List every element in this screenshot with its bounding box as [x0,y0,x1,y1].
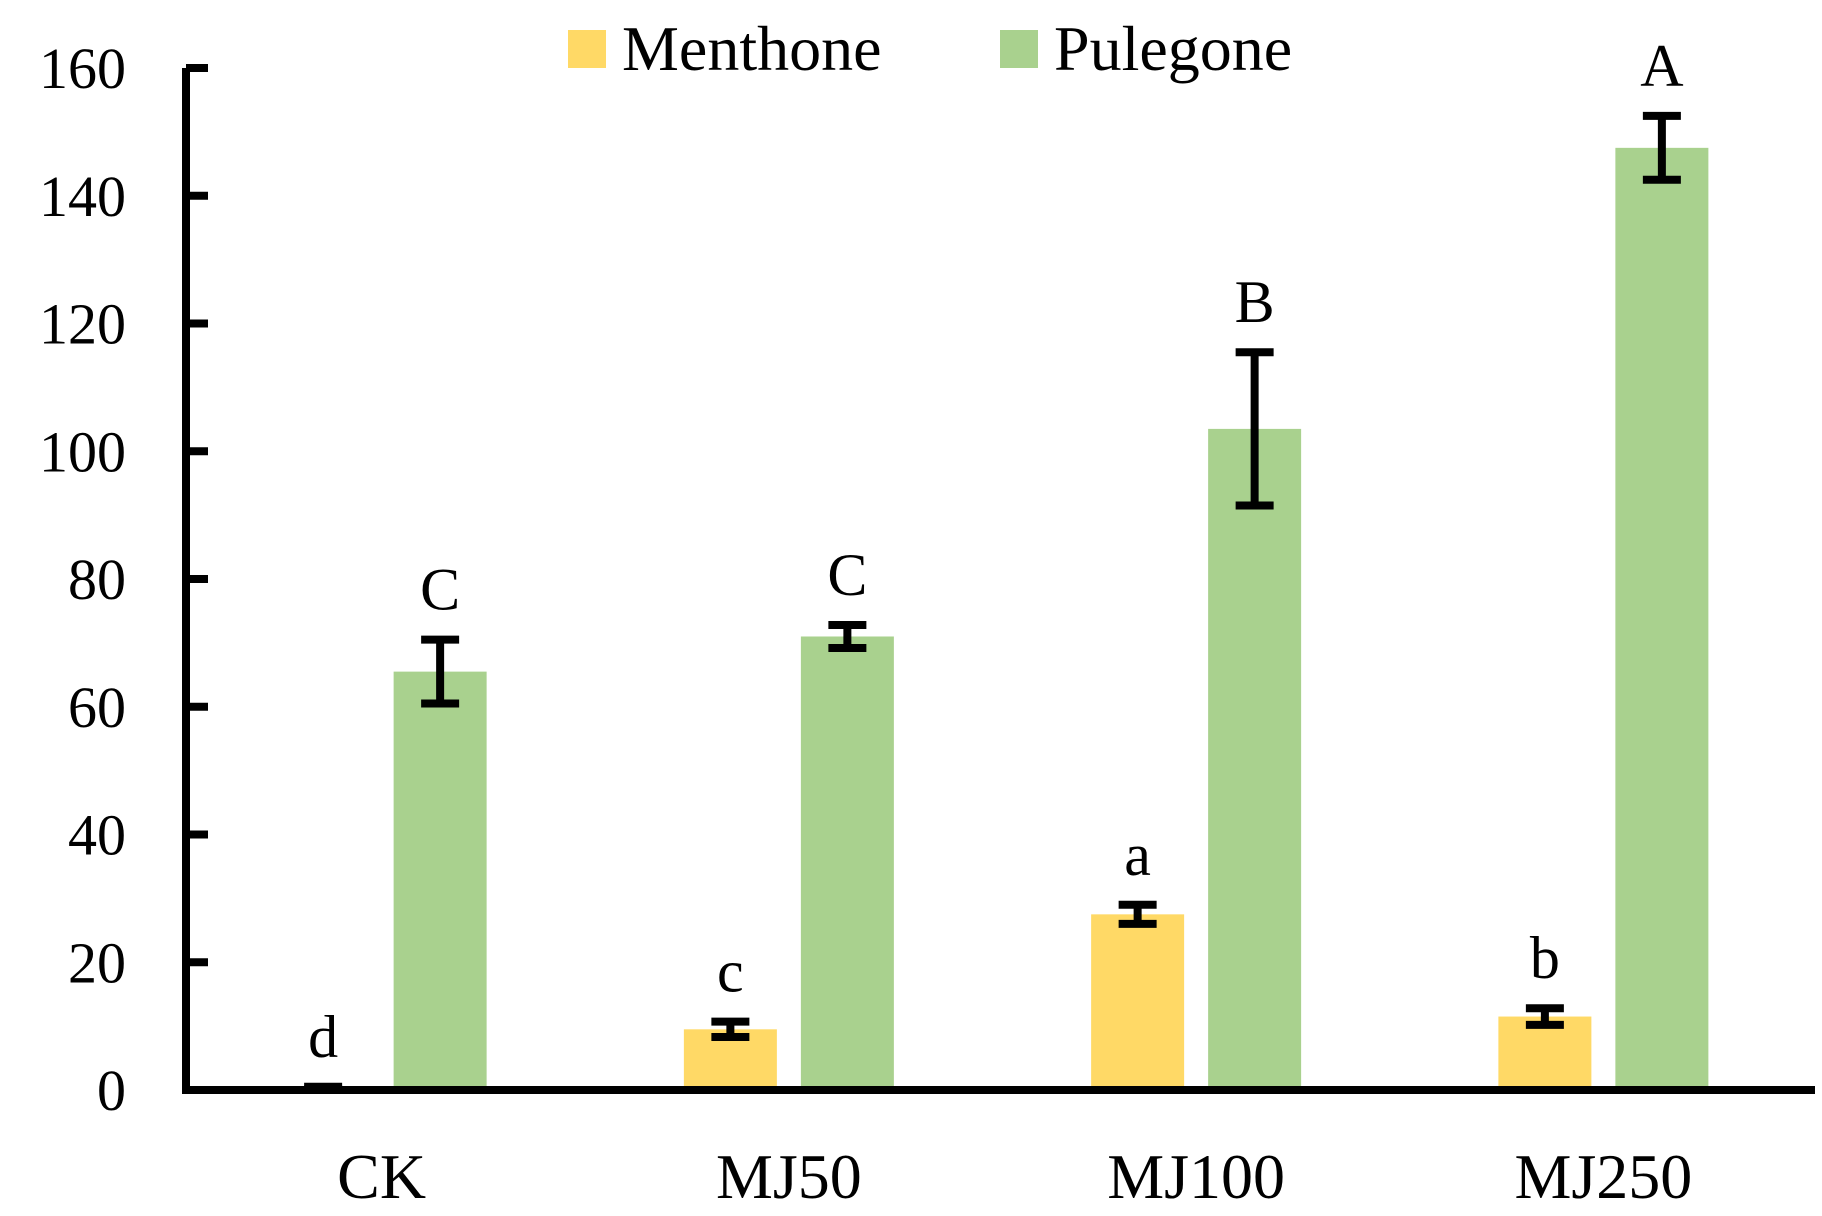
significance-letter: d [308,1004,338,1070]
y-tick-label: 140 [39,164,126,229]
y-tick-label: 40 [68,803,126,868]
y-tick-label: 160 [39,36,126,101]
bar-pulegone-mj50 [800,636,894,1090]
significance-letter: a [1124,822,1151,888]
legend-label-pulegone: Pulegone [1054,13,1292,84]
legend-label-menthone: Menthone [622,13,882,84]
significance-letter: C [827,542,867,608]
significance-letter: B [1235,269,1275,335]
legend-swatch-pulegone [1000,30,1038,68]
y-tick-label: 100 [39,419,126,484]
x-category-label: MJ250 [1514,1141,1692,1212]
bars [276,147,1709,1090]
x-category-label: MJ50 [716,1141,862,1212]
x-category-label: CK [337,1141,426,1212]
bar-pulegone-mj100 [1208,428,1302,1090]
x-category-label: MJ100 [1107,1141,1285,1212]
significance-letter: A [1640,33,1683,99]
y-tick-label: 20 [68,930,126,995]
y-tick-label: 120 [39,292,126,357]
y-axis-ticks: 0 20 40 60 80 100 120 140 160 [39,36,208,1123]
legend: Menthone Pulegone [568,13,1292,84]
significance-letters: d Cc Ca Bb A [308,33,1683,1070]
y-tick-label: 0 [97,1058,126,1123]
bar-pulegone-ck [393,671,487,1090]
x-axis-labels: CK MJ50 MJ100 MJ250 [337,1141,1692,1212]
bar-pulegone-mj250 [1615,147,1709,1090]
error-bars [304,111,1681,1094]
y-tick-label: 60 [68,675,126,740]
significance-letter: C [420,557,460,623]
legend-swatch-menthone [568,30,606,68]
significance-letter: b [1530,925,1560,991]
bar-menthone-mj100 [1091,914,1185,1090]
significance-letter: c [717,939,744,1005]
y-tick-label: 80 [68,547,126,612]
